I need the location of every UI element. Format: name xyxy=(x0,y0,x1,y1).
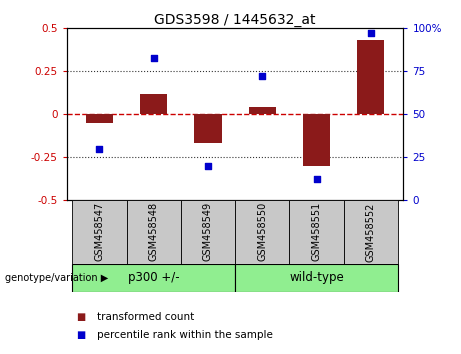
Bar xyxy=(235,200,290,264)
Text: genotype/variation ▶: genotype/variation ▶ xyxy=(5,273,108,283)
Bar xyxy=(248,107,276,114)
Text: ■: ■ xyxy=(76,312,85,322)
Bar xyxy=(127,200,181,264)
Text: transformed count: transformed count xyxy=(97,312,194,322)
Point xyxy=(259,74,266,79)
Bar xyxy=(140,93,167,114)
Text: GSM458549: GSM458549 xyxy=(203,202,213,262)
Point xyxy=(96,146,103,152)
Text: p300 +/-: p300 +/- xyxy=(128,272,179,284)
Bar xyxy=(357,40,384,114)
Point xyxy=(313,177,320,182)
Point xyxy=(150,55,157,60)
Text: GSM458551: GSM458551 xyxy=(312,202,321,262)
Text: ■: ■ xyxy=(76,330,85,339)
Bar xyxy=(72,264,235,292)
Point xyxy=(204,163,212,169)
Title: GDS3598 / 1445632_at: GDS3598 / 1445632_at xyxy=(154,13,316,27)
Bar xyxy=(235,264,398,292)
Text: percentile rank within the sample: percentile rank within the sample xyxy=(97,330,273,339)
Bar xyxy=(343,200,398,264)
Text: wild-type: wild-type xyxy=(289,272,344,284)
Bar xyxy=(303,114,330,166)
Bar xyxy=(290,200,343,264)
Bar xyxy=(86,114,113,123)
Text: GSM458547: GSM458547 xyxy=(95,202,104,262)
Text: GSM458548: GSM458548 xyxy=(149,202,159,262)
Text: GSM458552: GSM458552 xyxy=(366,202,376,262)
Bar xyxy=(181,200,235,264)
Text: GSM458550: GSM458550 xyxy=(257,202,267,262)
Bar xyxy=(72,200,127,264)
Bar xyxy=(195,114,222,143)
Point xyxy=(367,31,374,36)
